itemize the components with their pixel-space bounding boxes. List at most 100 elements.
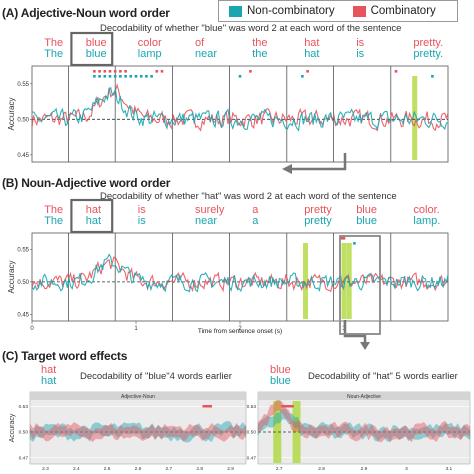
c-right-subtitle: Decodability of "hat" 5 words earlier xyxy=(308,371,458,382)
panel-A-sig-marker xyxy=(129,75,133,78)
panel-B-red-word: pretty xyxy=(304,204,332,216)
panel-A-sig-marker xyxy=(108,70,112,73)
panel-C-left-strip-label: Adjective-Noun xyxy=(121,394,155,400)
panel-A-series-non-combinatory xyxy=(32,86,449,132)
panel-A-sig-marker xyxy=(98,70,101,73)
panel-A-frame xyxy=(31,65,449,163)
panel-B-red-word: color. xyxy=(413,204,440,216)
section-b-title: (B) Noun-Adjective word order xyxy=(2,176,171,190)
panel-B-ylabel: Accuracy xyxy=(7,261,16,294)
legend-label-combinatory: Combinatory xyxy=(370,5,436,17)
panel-B-zoom-box xyxy=(339,235,381,335)
panel-C-left-xtick-label: 2.8 xyxy=(196,466,203,472)
connector-b-to-c-arrowhead xyxy=(360,342,370,350)
panel-A-red-word: hat xyxy=(304,37,320,49)
panel-A-sig-marker xyxy=(394,70,398,73)
panel-B-red-word: a xyxy=(252,204,259,216)
panel-A-teal-word: is xyxy=(356,48,365,60)
panel-C-left-series-combinatory xyxy=(29,422,247,443)
panel-B-red-word: hat xyxy=(85,204,102,216)
panel-B-xtick-label: 2 xyxy=(238,326,242,332)
panel-B-teal-word: hat xyxy=(85,215,102,227)
panel-C-right-xtick-label: 3 xyxy=(405,466,408,472)
panel-A-red-word: blue xyxy=(85,37,107,49)
panel-A-sig-marker xyxy=(113,75,117,78)
panel-A-sig-marker xyxy=(124,70,127,73)
panel-A-sig-marker xyxy=(119,75,122,78)
panel-B-target-word-box xyxy=(70,198,114,234)
panel-A-sig-marker xyxy=(113,70,117,73)
panel-A-sig-marker xyxy=(160,70,164,73)
panel-C-right-xtick-label: 2.9 xyxy=(361,466,368,472)
panel-A-teal-word: The xyxy=(44,48,64,60)
section-a-subtitle: Decodability of whether "blue" was word … xyxy=(100,23,402,34)
panel-A-red-word: The xyxy=(44,37,64,49)
c-left-red-word: hat xyxy=(41,364,57,376)
panel-A-sig-marker xyxy=(119,70,122,73)
panel-B-ytick-label: 0.50 xyxy=(17,280,29,286)
panel-A-teal-word: blue xyxy=(85,48,107,60)
panel-A-sig-marker xyxy=(431,75,434,78)
panel-B-teal-word: a xyxy=(252,215,259,227)
panel-A-ytick-label: 0.45 xyxy=(17,153,29,159)
panel-B-teal-word: pretty xyxy=(304,215,332,227)
panel-B-red-word: blue xyxy=(356,204,377,216)
panel-C-left-ytick-label: 0.50 xyxy=(19,430,29,436)
panel-A-sig-marker xyxy=(103,70,107,73)
panel-A-sig-marker xyxy=(108,75,112,78)
panel-C-right-series-non-combinatory xyxy=(257,408,471,442)
panel-A-sig-marker xyxy=(150,75,153,78)
panel-A-teal-word: pretty. xyxy=(413,48,444,60)
panel-C-right-xtick-label: 3.1 xyxy=(445,466,452,472)
panel-A-sig-marker xyxy=(93,75,96,78)
panel-A-target-word-box xyxy=(70,31,114,67)
panel-B-sig-marker xyxy=(342,237,346,240)
panel-B-series-combinatory xyxy=(31,256,449,293)
panel-C-left-xtick-label: 2.5 xyxy=(104,466,111,472)
panel-B-teal-word: lamp. xyxy=(413,215,441,227)
panel-B-teal-word: is xyxy=(137,215,146,227)
panel-A-teal-word: lamp xyxy=(137,48,162,60)
panel-C-right-xtick-label: 2.7 xyxy=(276,466,283,472)
c-right-red-word: blue xyxy=(270,364,291,376)
panel-C-right-highlight-0 xyxy=(273,401,282,463)
panel-A-ylabel: Accuracy xyxy=(7,98,16,131)
panel-A-red-word: is xyxy=(356,37,365,49)
section-a-title: (A) Adjective-Noun word order xyxy=(2,6,170,20)
panel-A-red-word: the xyxy=(252,37,268,49)
panel-A-red-word: pretty. xyxy=(413,37,444,49)
panel-C-left-xtick-label: 2.6 xyxy=(135,466,142,472)
panel-C-left-xtick-label: 2.3 xyxy=(42,466,49,472)
panel-A-ytick-label: 0.50 xyxy=(17,118,29,124)
panel-B-ytick-label: 0.55 xyxy=(17,247,29,253)
panel-C-left-strip xyxy=(30,392,246,400)
panel-C-right-strip-label: Noun-Adjective xyxy=(347,394,381,400)
connector-a-to-b xyxy=(288,153,347,171)
panel-C-left-ytick-label: 0.53 xyxy=(19,404,29,410)
panel-A-red-word: of xyxy=(195,37,205,49)
panel-C-left-ytick-label: 0.47 xyxy=(19,455,29,461)
panel-B-red-word: is xyxy=(137,204,146,216)
panel-A-sig-marker xyxy=(139,75,143,78)
panel-A-sig-marker xyxy=(238,75,242,78)
panel-B-highlight-0 xyxy=(303,243,309,319)
section-b-subtitle: Decodability of whether "hat" was word 2… xyxy=(100,191,397,202)
panel-B-ytick-label: 0.45 xyxy=(17,313,29,319)
panel-B-xlabel: Time from sentence onset (s) xyxy=(198,328,282,335)
panel-B-teal-word: blue xyxy=(356,215,377,227)
panel-A-sig-marker xyxy=(249,70,252,73)
panel-A-teal-word: the xyxy=(252,48,268,60)
panel-C-right-series-combinatory xyxy=(257,399,471,443)
section-c-title: (C) Target word effects xyxy=(2,349,128,363)
legend-swatch-combinatory xyxy=(352,5,366,17)
panel-B-sig-marker xyxy=(353,242,356,245)
c-left-teal-word: hat xyxy=(41,375,57,387)
panel-A-ytick-label: 0.55 xyxy=(17,82,29,88)
panel-A-sig-marker xyxy=(134,75,138,78)
panel-C-right-ytick-label: 0.53 xyxy=(247,404,257,410)
panel-A-sig-marker xyxy=(155,70,159,73)
panel-A-sig-marker xyxy=(93,70,96,73)
panel-C-left-xtick-label: 2.4 xyxy=(73,466,80,472)
